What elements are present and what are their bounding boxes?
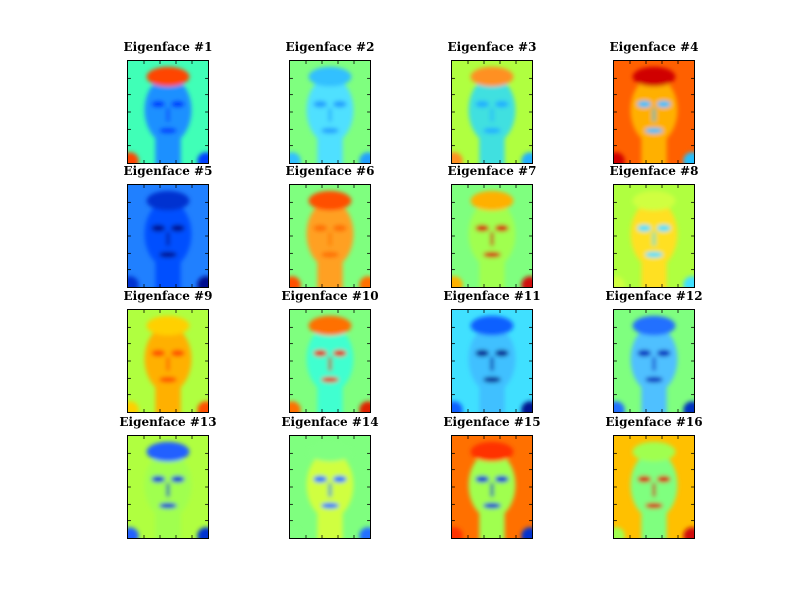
eigenface-image: [127, 184, 209, 288]
eigenface-image: [451, 309, 533, 413]
eigenface-image: [613, 60, 695, 164]
eigenface-image: [289, 435, 371, 539]
eigenface-image: [127, 60, 209, 164]
eigenface-heatmap: [290, 185, 370, 287]
eigenface-image: [451, 60, 533, 164]
eigenface-heatmap: [452, 436, 532, 538]
eigenface-heatmap: [290, 310, 370, 412]
panel-title: Eigenface #12: [605, 289, 703, 303]
eigenface-heatmap: [452, 310, 532, 412]
eigenface-image: [613, 435, 695, 539]
panel-title: Eigenface #13: [119, 415, 217, 429]
eigenface-image: [451, 435, 533, 539]
eigenface-heatmap: [128, 185, 208, 287]
eigenface-image: [289, 309, 371, 413]
eigenface-image: [127, 309, 209, 413]
eigenface-heatmap: [614, 185, 694, 287]
panel-title: Eigenface #10: [281, 289, 379, 303]
eigenface-heatmap: [128, 436, 208, 538]
eigenface-image: [613, 309, 695, 413]
eigenface-heatmap: [614, 436, 694, 538]
panel-title: Eigenface #9: [123, 289, 213, 303]
panel-title: Eigenface #4: [609, 40, 699, 54]
eigenface-image: [127, 435, 209, 539]
eigenface-heatmap: [614, 61, 694, 163]
eigenface-heatmap: [128, 61, 208, 163]
eigenface-heatmap: [128, 310, 208, 412]
eigenface-image: [451, 184, 533, 288]
eigenface-image: [289, 60, 371, 164]
panel-title: Eigenface #6: [285, 164, 375, 178]
panel-title: Eigenface #1: [123, 40, 213, 54]
panel-title: Eigenface #15: [443, 415, 541, 429]
eigenface-heatmap: [452, 185, 532, 287]
panel-title: Eigenface #3: [447, 40, 537, 54]
panel-title: Eigenface #11: [443, 289, 541, 303]
panel-title: Eigenface #5: [123, 164, 213, 178]
panel-title: Eigenface #2: [285, 40, 375, 54]
eigenface-image: [613, 184, 695, 288]
eigenface-heatmap: [452, 61, 532, 163]
panel-title: Eigenface #7: [447, 164, 537, 178]
panel-title: Eigenface #8: [609, 164, 699, 178]
panel-title: Eigenface #16: [605, 415, 703, 429]
eigenface-heatmap: [290, 436, 370, 538]
eigenface-heatmap: [614, 310, 694, 412]
eigenface-image: [289, 184, 371, 288]
eigenface-heatmap: [290, 61, 370, 163]
panel-title: Eigenface #14: [281, 415, 379, 429]
